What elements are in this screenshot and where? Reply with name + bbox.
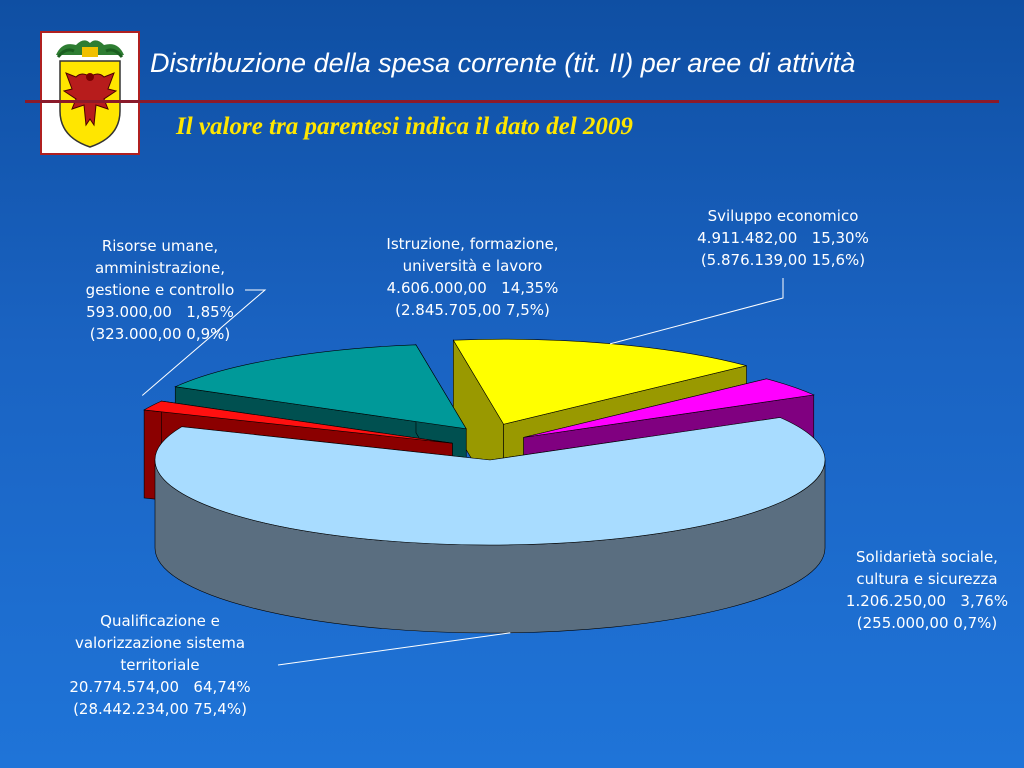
- leader-line: [609, 278, 784, 345]
- slice-name-line: territoriale: [120, 656, 200, 674]
- slice-prev-value: (2.845.705,00 7,5%): [395, 301, 550, 319]
- pie-slice-top: [143, 400, 453, 444]
- slice-name-line: Istruzione, formazione,: [386, 235, 559, 253]
- title-divider: [25, 100, 999, 103]
- pie-slice-top: [174, 344, 467, 430]
- slice-label-istruzione: Istruzione, formazione, università e lav…: [370, 233, 575, 321]
- slice-name-line: valorizzazione sistema: [74, 634, 246, 652]
- slice-value-line: 593.000,00 1,85%: [86, 303, 234, 321]
- slice-name-line: Qualificazione e: [100, 612, 220, 630]
- page-subtitle: Il valore tra parentesi indica il dato d…: [176, 113, 633, 140]
- slice-value-line: 4.606.000,00 14,35%: [386, 279, 559, 297]
- slice-name-line: cultura e sicurezza: [856, 570, 998, 588]
- slice-name-line: Risorse umane,: [101, 237, 219, 255]
- slice-prev-value: (5.876.139,00 15,6%): [700, 251, 866, 269]
- slice-name-line: università e lavoro: [402, 257, 543, 275]
- slice-prev-value: (28.442.234,00 75,4%): [73, 700, 247, 718]
- leader-line: [277, 632, 511, 666]
- page-title: Distribuzione della spesa corrente (tit.…: [150, 48, 856, 78]
- slice-label-sviluppo-economico: Sviluppo economico 4.911.482,00 15,30% (…: [683, 205, 883, 271]
- slice-label-solidarieta: Solidarietà sociale, cultura e sicurezza…: [833, 546, 1021, 634]
- slice-value-line: 20.774.574,00 64,74%: [69, 678, 251, 696]
- slice-value-line: 4.911.482,00 15,30%: [697, 229, 869, 247]
- pie-slice-top: [154, 417, 826, 546]
- slice-label-qualificazione: Qualificazione e valorizzazione sistema …: [60, 610, 260, 720]
- pie-slice-top: [452, 338, 747, 425]
- pie-slice: [154, 417, 826, 634]
- eagle-crest-icon: [56, 40, 124, 148]
- slice-name-line: Solidarietà sociale,: [856, 548, 998, 566]
- slice-name-line: gestione e controllo: [85, 281, 235, 299]
- province-coat-of-arms-logo: [40, 31, 140, 155]
- slice-value-line: 1.206.250,00 3,76%: [845, 592, 1009, 610]
- slice-name-line: Sviluppo economico: [707, 207, 859, 225]
- pie-slice-top: [523, 378, 815, 438]
- slice-name-line: amministrazione,: [94, 259, 226, 277]
- leader-line: [141, 289, 267, 396]
- slice-prev-value: (255.000,00 0,7%): [856, 614, 998, 632]
- slice-label-risorse-umane: Risorse umane, amministrazione, gestione…: [70, 235, 250, 345]
- slice-prev-value: (323.000,00 0,9%): [89, 325, 231, 343]
